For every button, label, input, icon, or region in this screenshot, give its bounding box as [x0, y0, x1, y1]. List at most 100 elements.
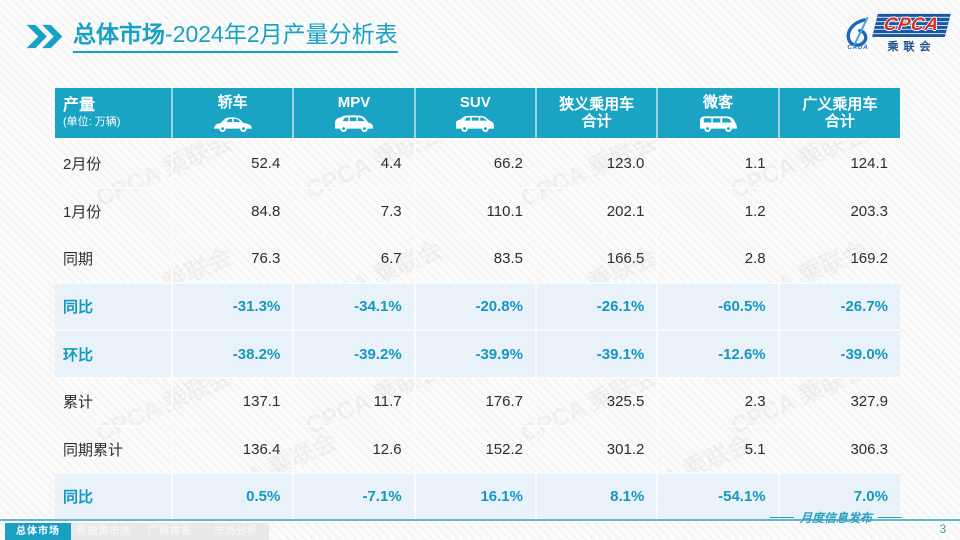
cpca-acronym: CPCA: [882, 14, 942, 34]
column-label: 轿车: [217, 94, 248, 112]
column-header-suv: SUV: [414, 88, 537, 141]
table-row: 1月份 84.8 7.3 110.1 202.1 1.2 203.3: [55, 187, 900, 237]
column-label-line2: 合计: [824, 113, 855, 130]
cell-value: 202.1: [535, 187, 659, 237]
cell-value: 1.1: [657, 139, 780, 189]
publication-caption: 月度信息发布: [769, 509, 902, 526]
column-label: MPV: [337, 94, 371, 112]
cell-value: -39.0%: [778, 330, 900, 379]
table-row: 同比 -31.3% -34.1% -20.8% -26.1% -60.5% -26.7%: [55, 282, 900, 332]
cell-value: 176.7: [414, 377, 537, 427]
column-header-minivan: 微客: [657, 88, 780, 141]
cell-value: -39.1%: [535, 330, 659, 379]
cell-value: 137.1: [172, 377, 295, 427]
page-title: 总体市场-2024年2月产量分析表: [73, 21, 398, 53]
footer-tab-manufacturer-ranking[interactable]: 厂商排名: [137, 523, 203, 540]
column-label: 狭义乘用车: [559, 95, 635, 113]
cell-value: 203.3: [778, 187, 900, 237]
cell-value: -54.1%: [657, 473, 780, 522]
cell-value: 136.4: [172, 425, 295, 475]
metric-title: 产量: [63, 96, 96, 114]
footer-tab-overall[interactable]: 总体市场: [5, 523, 71, 540]
table-row: 环比 -38.2% -39.2% -39.9% -39.1% -12.6% -39.0%: [55, 330, 900, 379]
cell-value: -26.7%: [778, 282, 900, 332]
cada-label: CADA: [847, 45, 869, 51]
row-label: 环比: [55, 330, 173, 379]
column-header-mpv: MPV: [293, 88, 416, 141]
cell-value: 327.9: [778, 377, 900, 427]
row-label: 2月份: [55, 139, 173, 189]
cell-value: -31.3%: [172, 282, 295, 332]
cell-value: -60.5%: [657, 282, 780, 332]
row-label: 同期累计: [55, 425, 173, 475]
suv-car-icon: [416, 114, 535, 132]
cell-value: 301.2: [535, 425, 659, 475]
cell-value: -7.1%: [293, 473, 416, 522]
table-row: 同比 0.5% -7.1% 16.1% 8.1% -54.1% 7.0%: [55, 473, 900, 522]
cell-value: -12.6%: [657, 330, 780, 379]
cell-value: 0.5%: [172, 473, 295, 522]
cell-value: 16.1%: [414, 473, 537, 522]
table-header-row: 产量 (单位: 万辆) 轿车 MPV SUV 狭义乘用车 合计 微客 广义乘用车 合计: [55, 88, 900, 141]
row-label: 同比: [55, 282, 173, 332]
row-label: 同期: [55, 235, 173, 284]
cell-value: 8.1%: [535, 473, 659, 522]
mpv-car-icon: [294, 114, 413, 132]
cell-value: 76.3: [172, 235, 295, 284]
dash-decoration: [878, 517, 902, 518]
cell-value: -20.8%: [414, 282, 537, 332]
row-label: 同比: [55, 473, 173, 522]
table-row: 同期累计 136.4 12.6 152.2 301.2 5.1 306.3: [55, 425, 900, 475]
column-label: SUV: [459, 94, 491, 112]
dash-decoration: [769, 517, 794, 518]
publication-text: 月度信息发布: [799, 511, 872, 525]
section-tab-bar: 总体市场 新能源市场 厂商排名 市场分析: [5, 523, 269, 540]
cell-value: -38.2%: [172, 330, 295, 379]
cpca-chinese-name: 乘联会: [887, 41, 936, 53]
slide-header: 总体市场-2024年2月产量分析表: [26, 21, 398, 53]
cell-value: 2.3: [657, 377, 780, 427]
cell-value: 12.6: [293, 425, 416, 475]
minivan-car-icon: [658, 114, 777, 132]
column-label: 微客: [702, 94, 733, 112]
footer-tab-nev-market[interactable]: 新能源市场: [71, 523, 137, 540]
cell-value: 166.5: [535, 235, 659, 284]
table-row: 2月份 52.4 4.4 66.2 123.0 1.1 124.1: [55, 139, 900, 189]
cpca-acronym-box: CPCA: [871, 13, 951, 37]
page-title-section: 总体市场: [73, 21, 165, 47]
cell-value: 52.4: [172, 139, 295, 189]
cell-value: 152.2: [414, 425, 537, 475]
cell-value: 4.4: [293, 139, 416, 189]
page-title-subject: -2024年2月产量分析表: [165, 21, 398, 47]
cell-value: 123.0: [535, 139, 659, 189]
cell-value: -26.1%: [535, 282, 659, 332]
cell-value: 11.7: [293, 377, 416, 427]
cell-value: 84.8: [172, 187, 295, 237]
cell-value: 2.8: [657, 235, 780, 284]
cell-value: 306.3: [778, 425, 900, 475]
cell-value: 5.1: [657, 425, 780, 475]
cell-value: 7.3: [293, 187, 416, 237]
cada-swoosh-icon: CADA: [844, 16, 872, 51]
cell-value: 1.2: [657, 187, 780, 237]
cell-value: 124.1: [778, 139, 900, 189]
double-chevron-icon: [26, 25, 63, 49]
cell-value: 325.5: [535, 377, 659, 427]
cell-value: 7.0%: [778, 473, 900, 522]
column-label: 广义乘用车: [802, 95, 878, 113]
cell-value: -39.2%: [293, 330, 416, 379]
footer-tab-market-analysis[interactable]: 市场分析: [203, 523, 269, 540]
cell-value: 66.2: [414, 139, 537, 189]
column-label-line2: 合计: [581, 113, 612, 130]
column-header-metric: 产量 (单位: 万辆): [55, 88, 173, 141]
cell-value: -34.1%: [293, 282, 416, 332]
table-row: 同期 76.3 6.7 83.5 166.5 2.8 169.2: [55, 235, 900, 284]
cell-value: 6.7: [293, 235, 416, 284]
cell-value: 83.5: [414, 235, 537, 284]
cpca-logo: CADA CPCA 乘联会: [844, 13, 951, 54]
row-label: 1月份: [55, 187, 173, 237]
metric-unit: (单位: 万辆): [63, 116, 121, 129]
table-row: 累计 137.1 11.7 176.7 325.5 2.3 327.9: [55, 377, 900, 427]
cell-value: 110.1: [414, 187, 537, 237]
